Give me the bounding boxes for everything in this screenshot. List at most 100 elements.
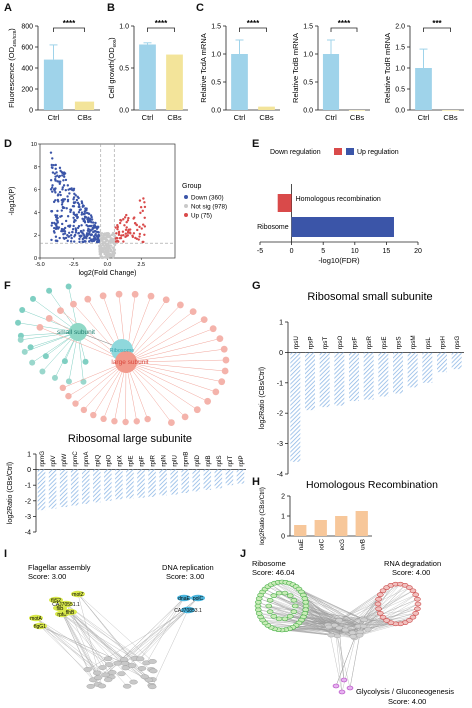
- node-dna: [181, 606, 195, 614]
- node-label: dnaE: [178, 596, 190, 602]
- legend-label: Not sig (978): [191, 204, 227, 211]
- point-notsig: [111, 252, 115, 255]
- point-down: [78, 234, 81, 238]
- edge: [59, 607, 150, 681]
- point-notsig: [112, 239, 116, 242]
- node-gene: [93, 670, 102, 676]
- node-large-protein: [181, 413, 189, 421]
- edge: [361, 603, 419, 626]
- point-down: [54, 163, 57, 167]
- node-gene: [149, 668, 158, 674]
- x-tick-label: rpsE: [381, 336, 388, 349]
- point-down: [64, 219, 68, 223]
- point-down: [71, 204, 75, 208]
- node-ribosome: [265, 603, 273, 609]
- point-down: [84, 216, 87, 219]
- bar: [170, 469, 178, 495]
- node-small-protein: [21, 348, 28, 355]
- edge: [77, 593, 150, 681]
- panel-letter-e: E: [252, 138, 260, 150]
- edge: [32, 298, 79, 333]
- point-down: [64, 188, 68, 192]
- node-gene: [97, 683, 107, 689]
- node-rna: [414, 596, 421, 602]
- edge: [35, 617, 110, 665]
- point-down: [77, 210, 81, 214]
- point-notsig: [108, 245, 111, 249]
- node-flagellar: [63, 608, 77, 616]
- bar: [181, 469, 189, 493]
- node-large-protein: [220, 345, 228, 353]
- x-tick-label: Ctrl: [234, 113, 246, 122]
- node-label: CAJ70853.1: [174, 608, 202, 614]
- point-down: [80, 211, 84, 214]
- x-tick-label: rplP: [238, 455, 245, 466]
- edge: [39, 327, 127, 363]
- node-ribosome: [281, 590, 289, 596]
- point-up: [117, 230, 121, 234]
- edge: [125, 311, 194, 363]
- x-tick-label: rpsG: [454, 336, 461, 350]
- y-tick-label: -2: [277, 411, 283, 418]
- node-small-protein: [80, 378, 87, 385]
- y-tick-label: -2: [25, 498, 31, 505]
- bar: [231, 54, 248, 110]
- point-down: [81, 231, 84, 235]
- bar: [93, 469, 101, 503]
- node-large-protein: [133, 418, 140, 425]
- point-down: [62, 171, 66, 174]
- point-up: [126, 231, 130, 234]
- point-notsig: [99, 255, 102, 258]
- bar: [348, 110, 366, 111]
- point-down: [88, 240, 91, 243]
- panel-letter-i: I: [4, 548, 8, 560]
- label-flagellar: Flagellar assembly: [28, 563, 91, 572]
- node-flagellar: [71, 590, 85, 598]
- node-rna: [409, 614, 417, 620]
- x-tick-label: rpsS: [396, 336, 403, 349]
- y-axis-label: Relative TcdR mRNA: [383, 33, 392, 103]
- point-up: [115, 232, 118, 235]
- node-large-protein: [204, 397, 212, 405]
- node-flagellar: [29, 614, 43, 622]
- edge: [301, 591, 362, 626]
- node-gene: [86, 684, 95, 689]
- bar: [126, 469, 134, 499]
- point-notsig: [100, 236, 104, 240]
- node-glycolysis: [346, 685, 354, 691]
- point-down: [80, 224, 83, 227]
- edge: [65, 603, 136, 659]
- edge: [270, 600, 355, 639]
- point-down: [50, 210, 53, 213]
- point-down: [53, 172, 57, 175]
- node-label: rpfB: [57, 612, 67, 618]
- node-small-protein: [82, 358, 89, 365]
- point-up: [128, 228, 132, 231]
- node-gene: [113, 660, 122, 666]
- node-large-protein: [100, 415, 107, 423]
- x-axis-label: log2(Fold Change): [79, 270, 137, 277]
- point-up: [119, 218, 122, 222]
- bar: [159, 469, 167, 496]
- node-ribosome: [254, 603, 262, 609]
- edge: [152, 609, 189, 687]
- bar: [451, 352, 462, 370]
- y-tick-label: 400: [21, 66, 33, 73]
- point-up: [138, 225, 141, 229]
- point-notsig: [100, 248, 103, 251]
- node-flagellar: [33, 622, 47, 630]
- point-notsig: [102, 243, 105, 247]
- point-up: [116, 239, 119, 243]
- edge: [61, 613, 153, 680]
- edge: [298, 588, 364, 627]
- point-down: [58, 166, 62, 170]
- bar: [115, 469, 123, 500]
- y-tick-label: -3: [25, 514, 31, 521]
- node-label: motZ: [72, 592, 83, 598]
- x-tick-label: rpmB: [183, 452, 190, 467]
- point-down: [57, 180, 61, 183]
- point-down: [82, 204, 85, 208]
- point-notsig: [107, 253, 111, 256]
- node-gene: [349, 634, 357, 639]
- edge: [270, 611, 337, 635]
